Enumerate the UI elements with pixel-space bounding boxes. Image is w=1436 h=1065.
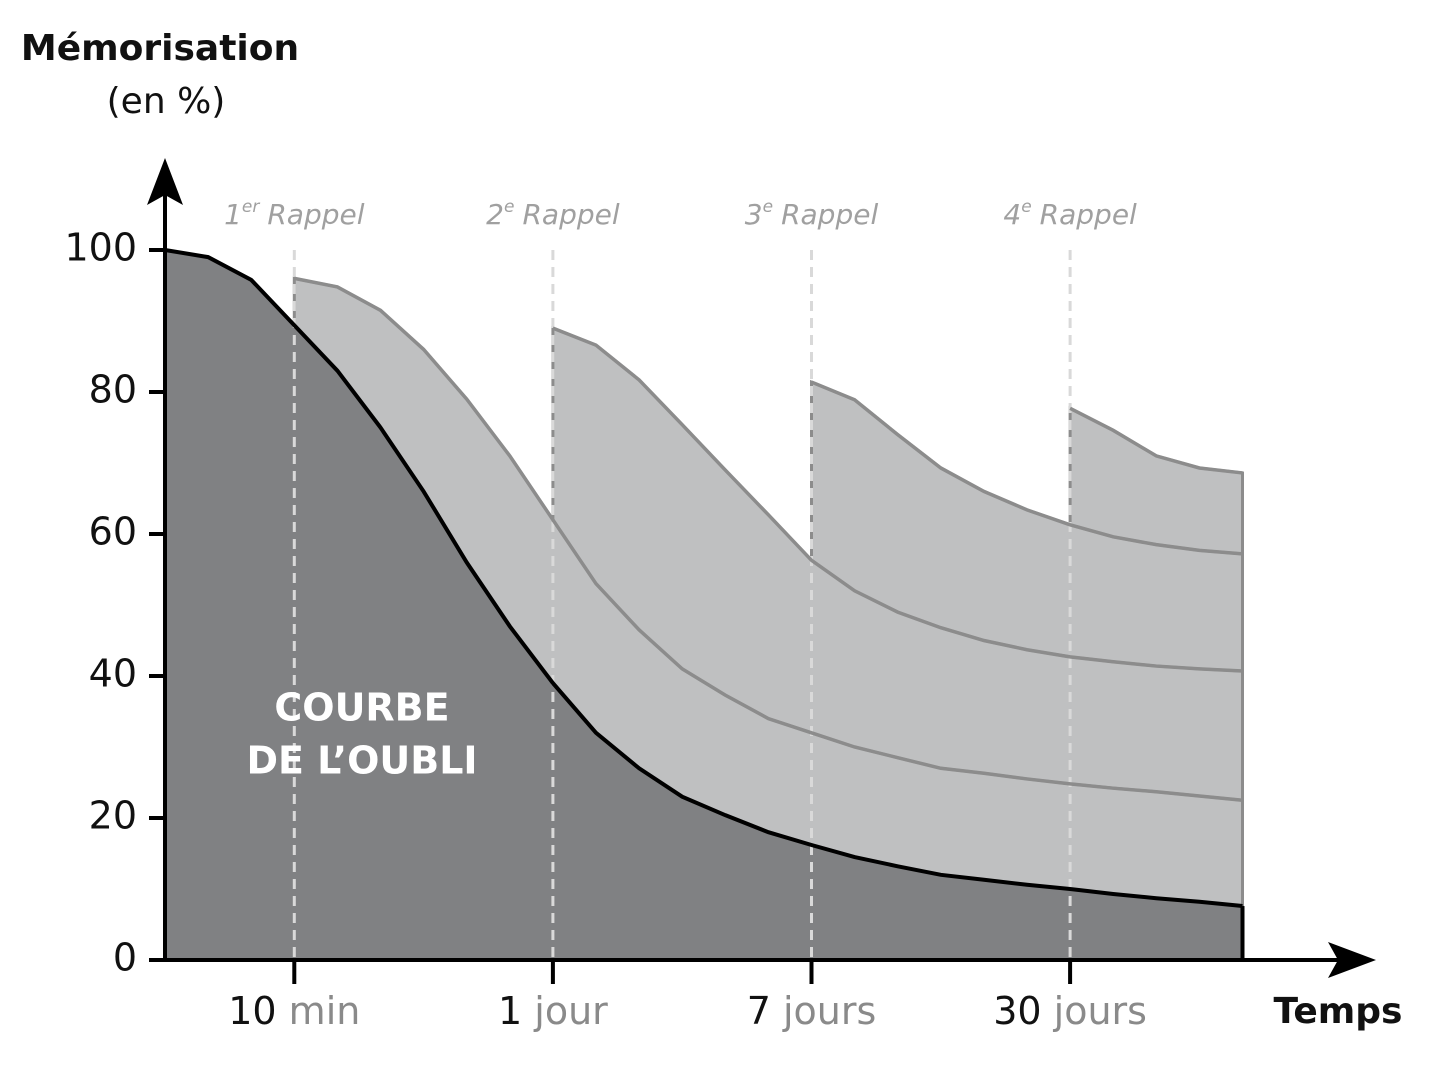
- reminder-text: Rappel: [781, 198, 878, 231]
- reminder-number: 4: [1003, 198, 1021, 231]
- reminder-sup: e: [504, 197, 514, 217]
- area-fill: [165, 250, 1243, 960]
- y-tick-label: 20: [89, 794, 137, 838]
- reminder-text: Rappel: [267, 198, 364, 231]
- reminder-label: 4e Rappel: [1003, 197, 1137, 231]
- series-line: [810, 380, 1243, 556]
- x-tick-label: 10 min: [228, 989, 360, 1033]
- x-tick-label: 30 jours: [993, 989, 1147, 1033]
- reminder-sup: e: [763, 197, 773, 217]
- reminder-text: Rappel: [522, 198, 619, 231]
- series-line: [552, 326, 1243, 673]
- series-line: [293, 276, 1243, 802]
- y-title: Mémorisation: [21, 28, 299, 69]
- reminder-label: 3e Rappel: [745, 197, 879, 231]
- series-line: [164, 248, 1243, 909]
- y-tick-label: 80: [89, 368, 137, 412]
- reminder-sup: e: [1021, 197, 1031, 217]
- x-tick-label: 1 jour: [498, 989, 608, 1033]
- reminder-sup: er: [242, 197, 260, 217]
- y-tick-label: 0: [113, 936, 137, 980]
- y-tick-label: 100: [64, 226, 137, 270]
- reminder-label: 2e Rappel: [486, 197, 620, 231]
- reminder-number: 3: [745, 198, 763, 231]
- x-arrow: [1328, 942, 1376, 978]
- series-line: [1069, 406, 1243, 475]
- reminder-text: Rappel: [1040, 198, 1137, 231]
- y-title-unit: (en %): [107, 81, 226, 122]
- annotation: COURBE: [274, 686, 449, 730]
- reminder-label: 1er Rappel: [224, 197, 365, 231]
- y-tick-label: 40: [89, 652, 137, 696]
- x-tick-label: 7 jours: [747, 989, 877, 1033]
- y-arrow: [147, 158, 183, 205]
- y-tick-label: 60: [89, 510, 137, 554]
- reminder-number: 1: [224, 198, 242, 231]
- annotation: DE L’OUBLI: [246, 739, 477, 783]
- x-title: Temps: [1274, 991, 1403, 1032]
- reminder-number: 2: [486, 198, 504, 231]
